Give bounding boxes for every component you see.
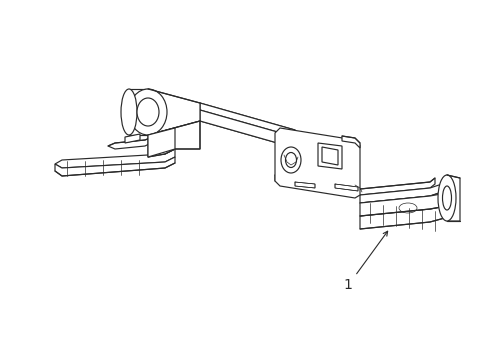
Polygon shape <box>359 192 451 216</box>
Ellipse shape <box>137 98 159 126</box>
Ellipse shape <box>437 175 455 221</box>
Polygon shape <box>200 110 294 148</box>
Ellipse shape <box>442 186 450 210</box>
Text: 1: 1 <box>343 278 352 292</box>
Polygon shape <box>125 134 140 143</box>
Polygon shape <box>359 183 451 203</box>
Polygon shape <box>446 175 459 221</box>
Polygon shape <box>148 89 200 135</box>
Polygon shape <box>129 89 148 135</box>
Polygon shape <box>274 128 359 198</box>
Polygon shape <box>148 128 175 157</box>
Polygon shape <box>148 121 200 157</box>
Ellipse shape <box>285 153 296 167</box>
Ellipse shape <box>129 89 167 135</box>
Polygon shape <box>55 157 175 176</box>
Polygon shape <box>55 149 175 168</box>
Polygon shape <box>359 205 451 229</box>
Polygon shape <box>334 184 357 191</box>
Polygon shape <box>341 136 359 148</box>
Polygon shape <box>317 143 341 169</box>
Ellipse shape <box>281 147 301 173</box>
Polygon shape <box>321 147 337 165</box>
Polygon shape <box>200 103 294 137</box>
Polygon shape <box>294 182 314 188</box>
Polygon shape <box>108 136 155 149</box>
Polygon shape <box>274 175 434 195</box>
Ellipse shape <box>121 89 137 135</box>
